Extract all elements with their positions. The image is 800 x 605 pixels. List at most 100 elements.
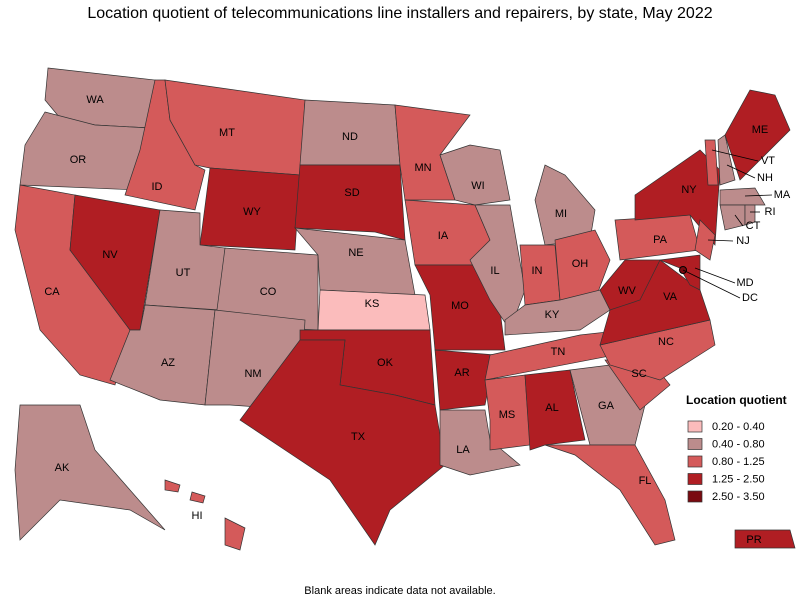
state-label: AR	[454, 367, 469, 379]
state-area	[544, 444, 676, 546]
state-label: PA	[653, 234, 668, 246]
state-label: VA	[663, 291, 678, 303]
state-area	[439, 409, 521, 476]
state-label: CA	[44, 286, 60, 298]
state-area	[599, 259, 661, 311]
state-label: KY	[545, 309, 560, 321]
state-label: NY	[681, 184, 697, 196]
leader-line	[682, 269, 741, 299]
state-area	[659, 254, 701, 291]
state-label: IN	[532, 265, 543, 277]
state-label: AL	[545, 402, 558, 414]
state-label: CT	[746, 220, 761, 232]
state-label: MT	[219, 127, 235, 139]
state-label: WV	[618, 285, 636, 297]
state-label: OK	[377, 357, 394, 369]
legend-label: 2.50 - 3.50	[712, 491, 765, 503]
state-label: FL	[639, 475, 652, 487]
state-area	[434, 349, 496, 411]
state-area	[524, 369, 586, 451]
legend-swatch	[687, 473, 703, 485]
state-area	[317, 289, 431, 331]
state-label: NC	[658, 336, 674, 348]
state-label: SC	[631, 368, 646, 380]
state-label: MS	[499, 409, 516, 421]
state-label: PR	[746, 534, 761, 546]
leader-line	[744, 194, 773, 197]
state-area	[704, 139, 719, 186]
state-label: NM	[244, 368, 261, 380]
legend-label: 0.20 - 0.40	[712, 421, 765, 433]
state-label: RI	[765, 206, 776, 218]
legend-label: 0.80 - 1.25	[712, 456, 765, 468]
state-area	[724, 89, 791, 181]
legend-swatch	[687, 490, 703, 503]
state-area	[719, 204, 746, 231]
state-area	[239, 339, 446, 546]
state-label: MA	[774, 189, 791, 201]
leader-line	[734, 214, 744, 227]
legend-label: 1.25 - 2.50	[712, 473, 765, 485]
state-label: OH	[572, 258, 589, 270]
state-label: KS	[365, 298, 380, 310]
state-area	[694, 219, 716, 261]
state-area	[634, 149, 721, 246]
legend-swatch	[687, 438, 703, 450]
state-label: DC	[742, 292, 758, 304]
legend-swatch	[687, 420, 703, 433]
state-label: ND	[342, 131, 358, 143]
state-area	[554, 229, 611, 301]
state-label: WA	[86, 94, 104, 106]
state-label: MI	[555, 208, 567, 220]
state-label: MN	[414, 162, 431, 174]
state-label: HI	[192, 510, 203, 522]
state-label: ID	[152, 181, 163, 193]
state-label: AK	[55, 462, 70, 474]
state-label: ME	[752, 124, 769, 136]
state-area	[734, 529, 796, 549]
state-area	[189, 491, 206, 504]
state-area	[719, 187, 766, 206]
state-label: IA	[438, 230, 449, 242]
map-title: Location quotient of telecommunications …	[87, 5, 712, 22]
footnote: Blank areas indicate data not available.	[304, 585, 495, 597]
state-area	[294, 164, 406, 241]
state-label: TN	[551, 346, 566, 358]
state-label: MO	[451, 300, 469, 312]
state-area	[14, 404, 166, 541]
state-label: NE	[348, 247, 363, 259]
labels: WA OR CA NV ID MT WY UT CO AZ NM ND SD NE KS OK TX MN IA MO…	[44, 94, 791, 546]
state-label: CO	[260, 286, 277, 298]
state-label: WY	[243, 206, 261, 218]
state-area	[439, 144, 511, 206]
leader-line	[694, 267, 736, 284]
legend-swatch	[687, 455, 703, 468]
legend: 0.20 - 0.40 0.40 - 0.80 0.80 - 1.25 1.25 - …	[687, 420, 765, 503]
leader-line	[726, 164, 756, 179]
state-area	[164, 479, 181, 493]
state-label: TX	[351, 431, 366, 443]
state-area	[469, 204, 526, 331]
state-label: IL	[490, 265, 499, 277]
state-label: NJ	[736, 235, 749, 247]
state-label: GA	[598, 400, 615, 412]
state-label: AZ	[161, 357, 175, 369]
state-area	[717, 134, 736, 186]
state-label: LA	[456, 444, 470, 456]
state-label: VT	[761, 155, 775, 167]
state-area	[744, 204, 756, 226]
leader-line	[707, 239, 734, 242]
state-label: UT	[176, 267, 191, 279]
state-area	[199, 167, 301, 251]
state-label: SD	[344, 187, 359, 199]
states	[14, 67, 796, 551]
legend-label: 0.40 - 0.80	[712, 438, 765, 450]
state-label: WI	[471, 180, 484, 192]
state-label: NV	[102, 249, 118, 261]
state-label: OR	[70, 154, 87, 166]
legend-title: Location quotient	[686, 393, 787, 407]
state-area	[484, 374, 531, 451]
state-area	[224, 517, 246, 551]
leader-line	[711, 149, 759, 162]
